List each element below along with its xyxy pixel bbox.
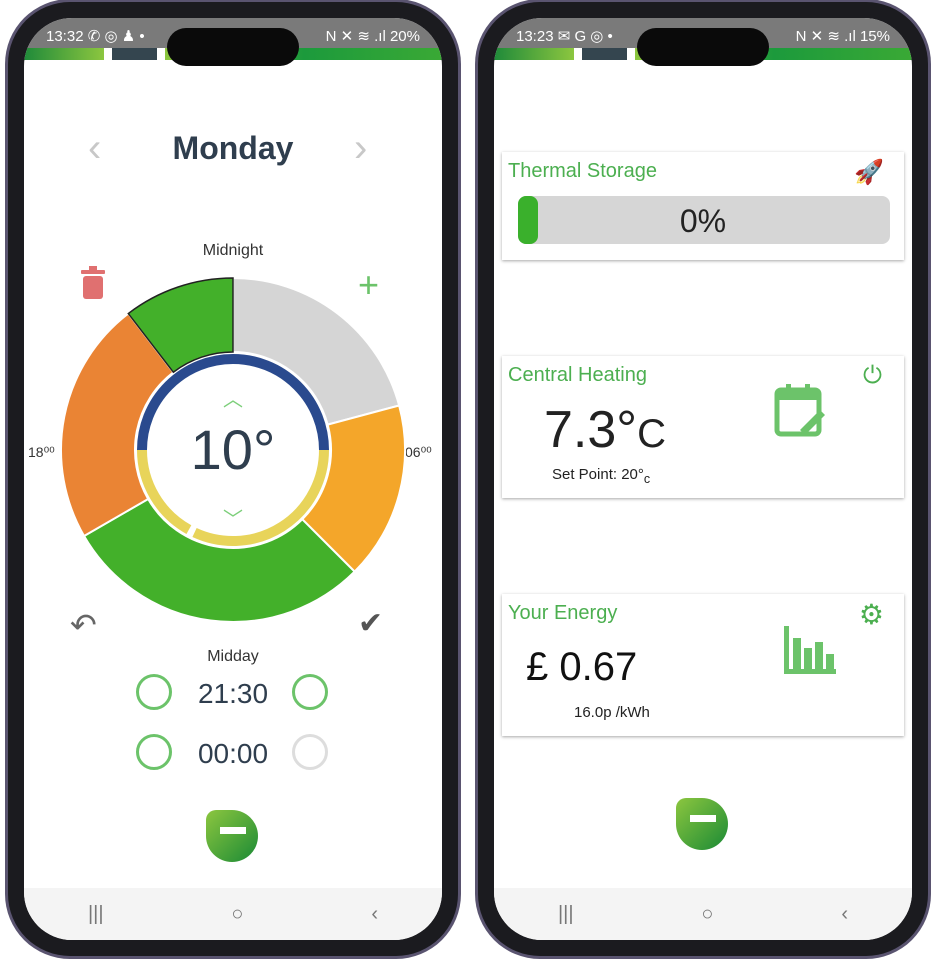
trash-icon[interactable]	[78, 266, 108, 300]
status-icons: ✉ G ◎ •	[557, 28, 613, 45]
progress-fill	[518, 196, 538, 244]
back-button[interactable]: ‹	[371, 902, 379, 925]
midday-label: Midday	[207, 648, 259, 665]
temperature-unit: C	[637, 412, 666, 456]
central-heating-card[interactable]: Central Heating ⏻ 7.3°C Set Point: 20°c	[502, 356, 904, 498]
schedule-segment[interactable]	[232, 276, 401, 426]
power-icon[interactable]: ⏻	[863, 362, 882, 389]
card-title: Central Heating	[508, 364, 647, 386]
status-time: 13:23	[516, 28, 554, 45]
recent-apps-button[interactable]: |||	[87, 902, 104, 925]
schedule-segment[interactable]	[82, 497, 357, 623]
logo-icon	[206, 810, 258, 862]
temperature-ring-yellow	[137, 449, 192, 534]
home-button[interactable]: ○	[701, 902, 714, 925]
set-point-unit: c	[643, 472, 651, 486]
logo-icon	[676, 798, 728, 850]
schedule-donut[interactable]	[24, 18, 442, 938]
temp-down-icon[interactable]: ﹀	[223, 509, 243, 531]
progress-value: 0%	[679, 203, 727, 239]
thermal-storage-card[interactable]: Thermal Storage 🚀 0%	[502, 152, 904, 260]
add-icon[interactable]: +	[358, 264, 380, 305]
current-temperature: 7.3°	[544, 401, 638, 459]
label-06: 06⁰⁰	[405, 444, 432, 460]
android-nav-bar: ||| ○ ‹	[24, 888, 442, 940]
status-right: N ✕ ≋ .ıl 15%	[795, 28, 890, 45]
clock-minus-icon[interactable]	[136, 674, 172, 710]
schedule-screen: 13:32 ✆ ◎ ♟ • N ✕ ≋ .ıl 20% ‹ Monday › M…	[24, 18, 442, 940]
right-phone: 13:23 ✉ G ◎ • N ✕ ≋ .ıl 15% Thermal Stor…	[478, 2, 928, 956]
settings-gear-icon[interactable]: ⚙	[858, 599, 884, 630]
end-time[interactable]: 00:00	[197, 738, 269, 769]
schedule-edit-icon[interactable]	[774, 382, 826, 438]
next-day-button[interactable]: ›	[354, 126, 368, 170]
left-phone: 13:32 ✆ ◎ ♟ • N ✕ ≋ .ıl 20% ‹ Monday › M…	[8, 2, 458, 956]
midnight-label: Midnight	[202, 242, 264, 259]
undo-icon[interactable]: ↶	[70, 607, 97, 643]
status-right: N ✕ ≋ .ıl 20%	[325, 28, 420, 45]
temperature-value: 10°	[190, 418, 276, 481]
status-time: 13:32	[46, 28, 84, 45]
camera-island	[167, 28, 299, 66]
start-time[interactable]: 21:30	[197, 678, 269, 709]
schedule-segment[interactable]	[60, 312, 175, 538]
rocket-icon[interactable]: 🚀	[854, 159, 884, 186]
energy-rate: 16.0p /kWh	[574, 704, 650, 721]
back-button[interactable]: ‹	[841, 902, 849, 925]
your-energy-card[interactable]: Your Energy ⚙ £ 0.67 16.0p /kWh	[502, 594, 904, 736]
dashboard-screen: 13:23 ✉ G ◎ • N ✕ ≋ .ıl 15% Thermal Stor…	[494, 18, 912, 940]
day-title: Monday	[172, 130, 294, 166]
recent-apps-button[interactable]: |||	[557, 902, 574, 925]
home-button[interactable]: ○	[231, 902, 244, 925]
clock-plus-disabled-icon	[292, 734, 328, 770]
temperature-ring-yellow	[192, 449, 329, 546]
clock-plus-icon[interactable]	[292, 674, 328, 710]
energy-cost: £ 0.67	[526, 645, 638, 689]
set-point: Set Point: 20°	[552, 466, 644, 483]
temperature-ring-blue	[137, 354, 329, 451]
camera-island	[637, 28, 769, 66]
card-title: Your Energy	[508, 602, 618, 624]
temp-up-icon[interactable]: ︿	[223, 389, 243, 411]
status-icons: ✆ ◎ ♟ •	[87, 28, 145, 45]
android-nav-bar: ||| ○ ‹	[494, 888, 912, 940]
label-18: 18⁰⁰	[28, 444, 55, 460]
card-title: Thermal Storage	[508, 160, 657, 182]
clock-minus-icon[interactable]	[136, 734, 172, 770]
confirm-check-icon[interactable]: ✔	[358, 607, 384, 640]
prev-day-button[interactable]: ‹	[88, 126, 102, 170]
thermal-progress-bar: 0%	[518, 196, 890, 244]
bar-chart-icon[interactable]	[782, 624, 838, 676]
schedule-segment[interactable]	[127, 277, 234, 374]
